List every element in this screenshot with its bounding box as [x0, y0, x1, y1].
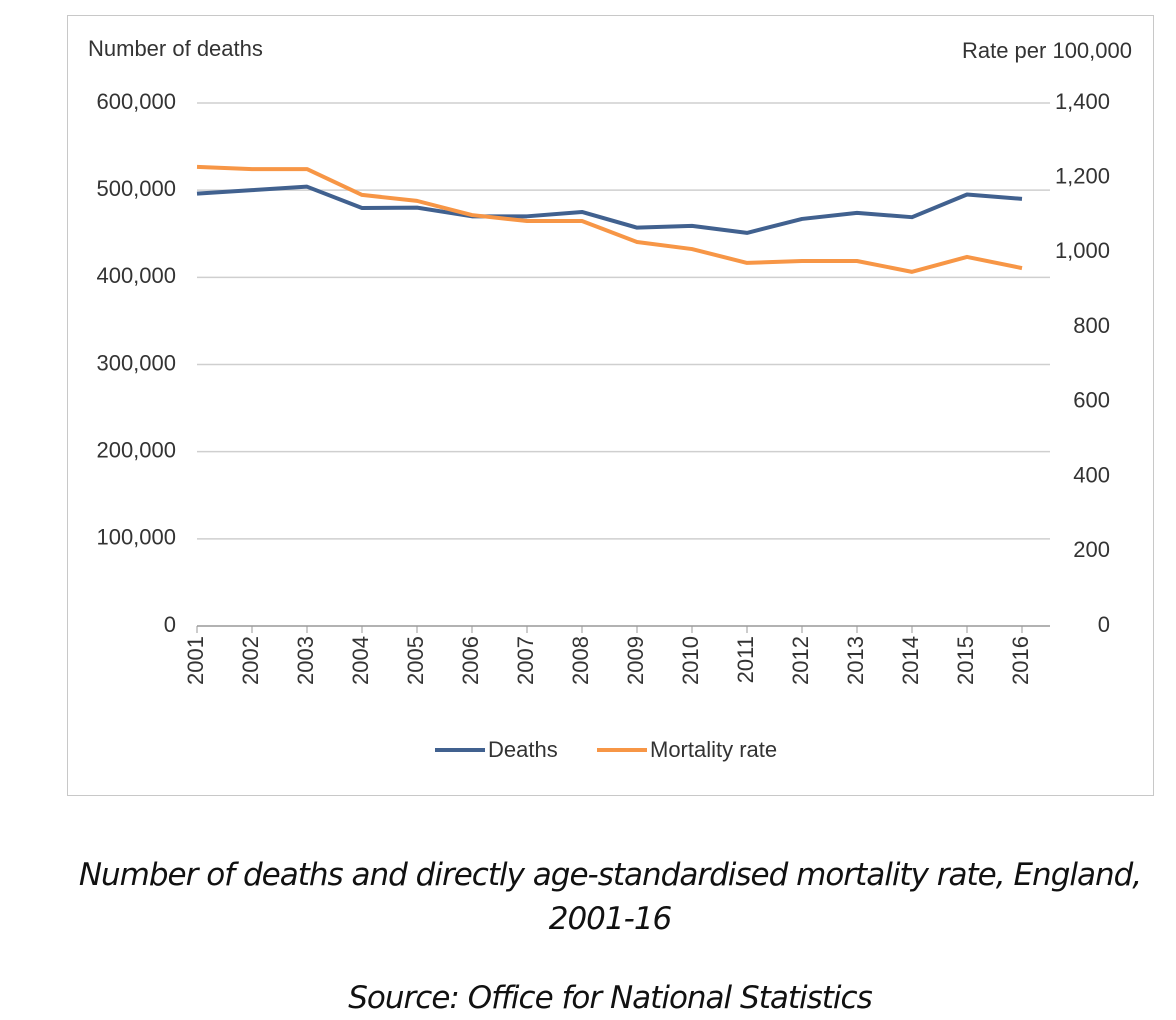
x-tick-label: 2009 — [623, 636, 648, 685]
y-tick-label: 100,000 — [96, 525, 176, 550]
y-tick-label: 400,000 — [96, 263, 176, 288]
legend-label: Mortality rate — [650, 737, 777, 762]
y2-tick-label: 800 — [1073, 313, 1110, 338]
y-tick-label: 500,000 — [96, 176, 176, 201]
y-tick-label: 600,000 — [96, 89, 176, 114]
x-tick-label: 2007 — [513, 636, 538, 685]
x-tick-label: 2016 — [1008, 636, 1033, 685]
y2-tick-label: 1,000 — [1055, 238, 1110, 263]
x-tick-label: 2012 — [788, 636, 813, 685]
x-tick-label: 2014 — [898, 636, 923, 685]
y-tick-label: 300,000 — [96, 350, 176, 375]
y-tick-label: 200,000 — [96, 437, 176, 462]
x-tick-label: 2002 — [238, 636, 263, 685]
x-tick-label: 2001 — [183, 636, 208, 685]
legend-label: Deaths — [488, 737, 558, 762]
y2-tick-label: 200 — [1073, 537, 1110, 562]
x-tick-label: 2015 — [953, 636, 978, 685]
chart: Number of deaths Rate per 100,000 0 100,0… — [67, 15, 1154, 796]
caption: Number of deaths and directly age-standa… — [78, 857, 1142, 937]
series-line — [196, 184, 1023, 235]
x-tick-label: 2013 — [843, 636, 868, 685]
x-tick-label: 2011 — [733, 636, 758, 683]
source: Source: Office for National Statistics — [348, 980, 872, 1016]
x-tick-label: 2006 — [458, 636, 483, 685]
y2-tick-label: 1,400 — [1055, 89, 1110, 114]
y2-tick-label: 0 — [1098, 612, 1110, 637]
y2-axis-title: Rate per 100,000 — [962, 38, 1132, 63]
x-tick-label: 2005 — [403, 636, 428, 685]
y-axis-title: Number of deaths — [88, 36, 263, 61]
x-tick-label: 2010 — [678, 636, 703, 685]
y2-tick-label: 600 — [1073, 388, 1110, 413]
series-line — [196, 164, 1023, 274]
chart-frame — [67, 15, 1154, 796]
x-tick-label: 2008 — [568, 636, 593, 685]
y2-tick-label: 1,200 — [1055, 164, 1110, 189]
y2-tick-label: 400 — [1073, 462, 1110, 487]
x-tick-label: 2003 — [293, 636, 318, 685]
x-tick-label: 2004 — [348, 636, 373, 685]
y-tick-label: 0 — [164, 612, 176, 637]
